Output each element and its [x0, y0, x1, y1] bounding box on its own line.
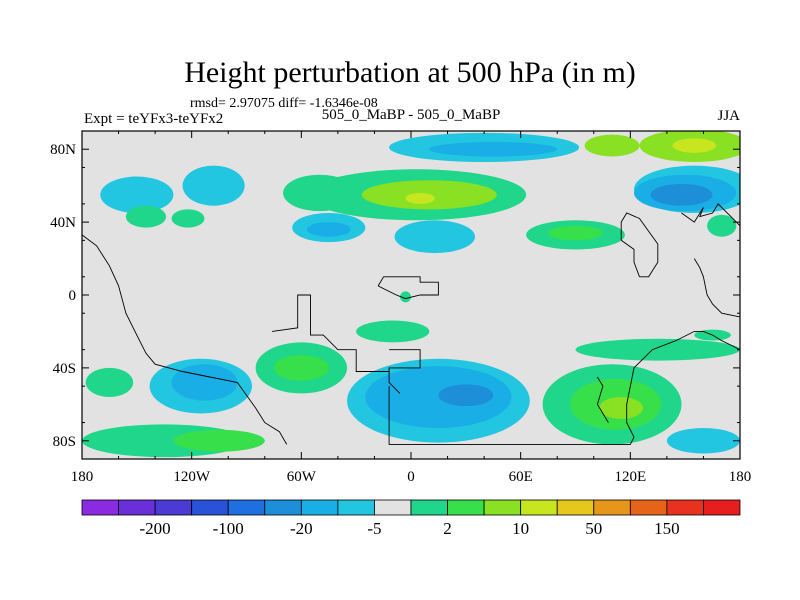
colorbar-swatch-16	[666, 499, 704, 516]
colorbar-swatch-0	[81, 499, 119, 516]
colorbar-label: -100	[213, 519, 244, 538]
coastlines	[82, 203, 740, 445]
colorbar-label: -5	[367, 519, 381, 538]
coastline-4	[388, 330, 740, 445]
coastline-1	[272, 294, 390, 372]
x-tick-label: 180	[729, 469, 752, 485]
x-tick-label: 120E	[614, 469, 646, 485]
colorbar-label: 50	[585, 519, 602, 538]
y-tick-label: 40S	[53, 361, 76, 377]
contour-blob-20	[548, 225, 603, 241]
coastline-3	[377, 276, 439, 300]
contour-blob-13	[182, 165, 245, 206]
contour-blob-17	[306, 222, 351, 237]
x-tick-label: 180	[71, 469, 94, 485]
colorbar-swatch-12	[520, 499, 558, 516]
x-tick-label: 60E	[509, 469, 533, 485]
colorbar-swatch-17	[703, 499, 741, 516]
colorbar-swatch-10	[447, 499, 485, 516]
contour-blob-18	[394, 220, 475, 254]
colorbar-swatch-1	[118, 499, 156, 516]
contour-blob-38	[575, 338, 740, 361]
contour-blob-9	[283, 174, 357, 212]
chart-stats: rmsd= 2.97075 diff= -1.6346e-08	[190, 96, 378, 111]
contour-blob-7	[429, 141, 558, 157]
contour-blob-15	[171, 209, 205, 228]
center-label: 505_0_MaBP - 505_0_MaBP	[322, 107, 501, 123]
colorbar-label: -20	[290, 519, 313, 538]
contour-blob-30	[356, 320, 430, 343]
colorbar-label: 10	[512, 519, 529, 538]
colorbar-swatch-6	[300, 499, 339, 516]
right-label: JJA	[717, 108, 740, 124]
coastline-5	[596, 376, 609, 423]
plot-area	[81, 130, 741, 460]
chart-title: Height perturbation at 500 hPa (in m)	[184, 56, 636, 89]
colorbar-swatch-9	[410, 499, 448, 516]
contour-blob-26	[171, 364, 238, 401]
contour-blob-22	[400, 291, 411, 303]
y-tick-label: 80N	[50, 142, 76, 158]
x-tick-label: 60W	[287, 469, 317, 485]
x-tick-label: 0	[407, 469, 415, 485]
contour-blob-5	[584, 134, 640, 157]
contour-blob-1	[672, 138, 717, 153]
left-label: Expt = teYFx3-teYFx2	[84, 111, 223, 127]
colorbar-swatch-3	[191, 499, 229, 516]
x-tick-label: 120W	[173, 469, 211, 485]
coastline-7	[681, 203, 740, 227]
colorbar-label: -200	[140, 519, 171, 538]
colorbar: -200 -100 -20 -5 2 10 50 150	[81, 499, 741, 538]
colorbar-label: 2	[443, 519, 452, 538]
colorbar-swatch-5	[264, 499, 302, 516]
contour-blob-33	[438, 384, 494, 407]
colorbar-swatch-14	[593, 499, 631, 516]
axis-ticks: 180 120W 60W 0 60E 120E 180 80N 40N 0 40S 80S	[50, 130, 752, 485]
colorbar-swatch-11	[483, 499, 522, 516]
colorbar-label: 150	[654, 519, 680, 538]
contour-blob-4	[650, 183, 713, 206]
colorbar-swatch-2	[154, 499, 193, 516]
colorbar-swatch-7	[337, 499, 375, 516]
colorbar-swatch-8	[374, 499, 412, 516]
y-tick-label: 40N	[50, 215, 76, 231]
contour-fills	[82, 131, 740, 458]
coastline-0	[82, 234, 288, 445]
colorbar-swatch-4	[227, 499, 266, 516]
colorbar-swatch-15	[629, 499, 668, 516]
contour-blob-21	[707, 214, 737, 237]
contour-blob-11	[405, 192, 435, 204]
contour-blob-29	[173, 429, 265, 452]
contour-blob-32	[365, 366, 512, 429]
contour-blob-14	[125, 205, 167, 228]
coastline-2	[388, 349, 421, 394]
contour-blob-24	[273, 355, 329, 381]
contour-blob-12	[100, 176, 174, 213]
coastline-6	[620, 212, 659, 278]
coastline-8	[693, 258, 740, 318]
contour-blob-37	[666, 428, 740, 454]
y-tick-label: 0	[69, 288, 77, 304]
contour-blob-27	[85, 367, 134, 398]
colorbar-swatch-13	[556, 499, 595, 516]
contour-blob-36	[599, 397, 644, 419]
y-tick-label: 80S	[53, 434, 76, 450]
